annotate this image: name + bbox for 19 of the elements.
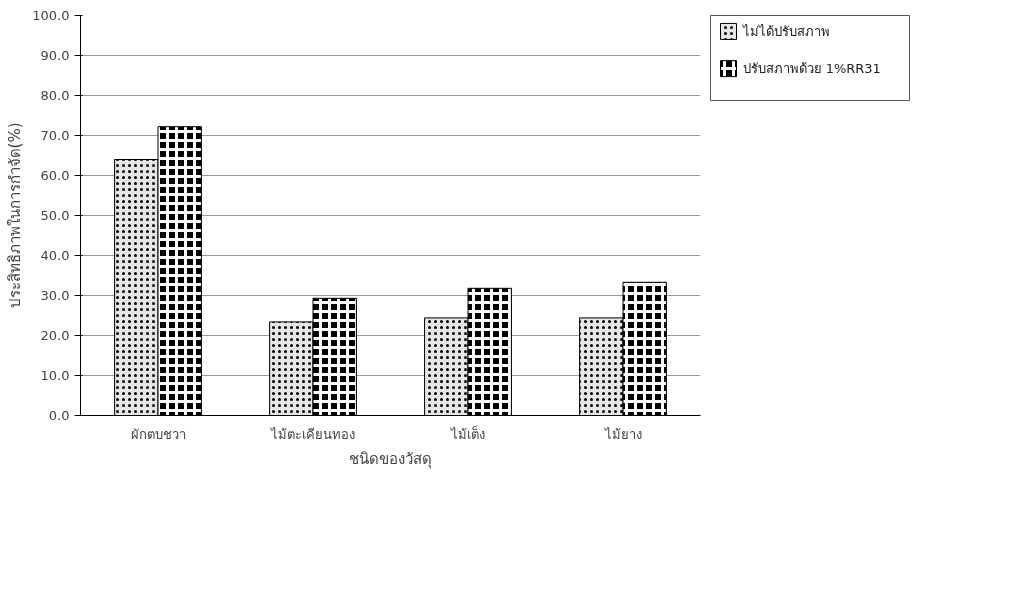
x-tick-label: ผักตบชวา (130, 426, 186, 442)
x-tick-label: ไม้ยาง (603, 426, 642, 442)
legend-label: ปรับสภาพด้วย 1%RR31 (742, 61, 881, 77)
legend-label: ไม่ได้ปรับสภาพ (741, 23, 830, 39)
y-tick-label: 40.0 (40, 248, 70, 263)
y-tick-label: 20.0 (40, 328, 70, 343)
y-tick-label: 90.0 (40, 48, 70, 63)
x-axis-title: ชนิดของวัสดุ (349, 449, 432, 469)
x-tick-label: ไม้เต็ง (450, 424, 485, 442)
x-tick-label: ไม้ตะเคียนทอง (270, 426, 355, 442)
y-tick-label: 60.0 (40, 168, 70, 183)
y-tick-label: 0.0 (48, 408, 70, 423)
y-tick-label: 30.0 (40, 288, 70, 303)
y-tick-label: 50.0 (40, 208, 70, 223)
y-tick-label: 80.0 (40, 88, 70, 103)
y-tick-label: 70.0 (40, 128, 70, 143)
y-tick-label: 100.0 (32, 8, 70, 23)
y-axis-title: ประสิทธิภาพในการกำจัด(%) (6, 122, 25, 309)
y-tick-label: 10.0 (40, 368, 70, 383)
